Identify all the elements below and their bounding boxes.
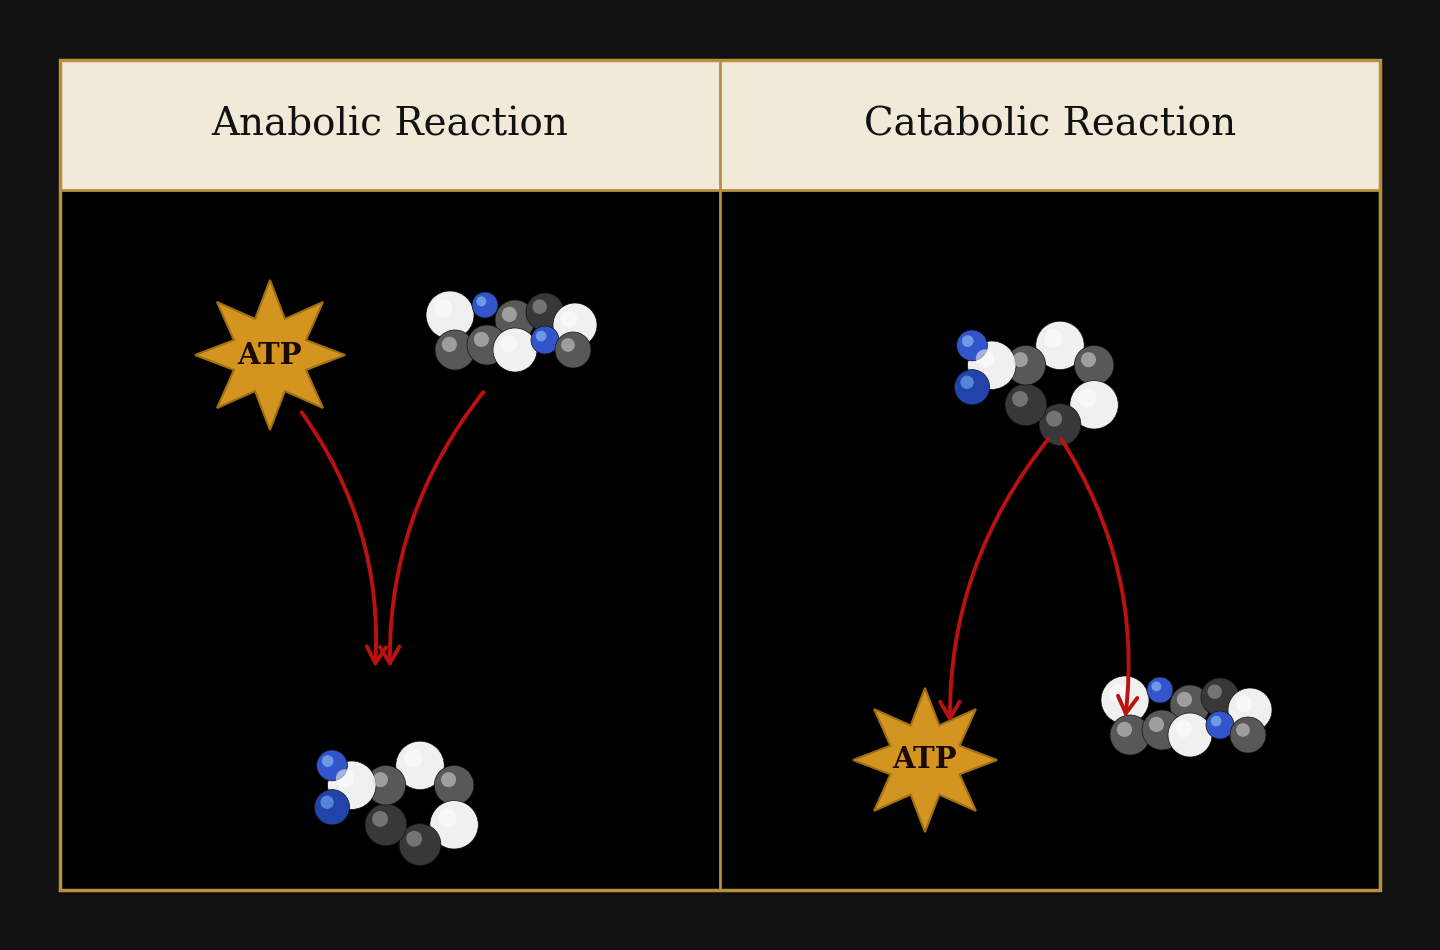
Circle shape bbox=[373, 772, 387, 788]
Bar bbox=[720, 190, 1380, 890]
Circle shape bbox=[536, 331, 546, 341]
Circle shape bbox=[1207, 711, 1234, 739]
FancyArrowPatch shape bbox=[940, 439, 1048, 718]
Circle shape bbox=[1079, 389, 1096, 408]
Circle shape bbox=[1035, 321, 1084, 370]
Polygon shape bbox=[852, 688, 996, 832]
Circle shape bbox=[467, 325, 507, 365]
Circle shape bbox=[956, 330, 988, 361]
Bar bbox=[720, 60, 1380, 190]
Circle shape bbox=[1208, 684, 1223, 699]
Circle shape bbox=[1152, 681, 1161, 692]
Circle shape bbox=[1070, 381, 1119, 429]
Circle shape bbox=[501, 307, 517, 322]
Polygon shape bbox=[194, 280, 346, 430]
Circle shape bbox=[1148, 677, 1174, 703]
Circle shape bbox=[336, 770, 354, 788]
Circle shape bbox=[976, 350, 994, 368]
Circle shape bbox=[1044, 330, 1063, 348]
Circle shape bbox=[1012, 391, 1028, 407]
Circle shape bbox=[1074, 346, 1115, 385]
Circle shape bbox=[372, 811, 387, 826]
Circle shape bbox=[405, 750, 422, 768]
Circle shape bbox=[562, 338, 575, 352]
Circle shape bbox=[960, 375, 973, 389]
Circle shape bbox=[1109, 684, 1128, 702]
Circle shape bbox=[560, 311, 577, 327]
Circle shape bbox=[1211, 715, 1221, 727]
Circle shape bbox=[1169, 685, 1210, 725]
Circle shape bbox=[955, 370, 989, 405]
Circle shape bbox=[1012, 352, 1028, 368]
FancyArrowPatch shape bbox=[1061, 439, 1138, 713]
Text: ATP: ATP bbox=[893, 746, 958, 774]
Circle shape bbox=[553, 303, 598, 347]
Circle shape bbox=[962, 335, 973, 347]
Circle shape bbox=[1040, 404, 1081, 446]
Circle shape bbox=[431, 801, 478, 849]
Circle shape bbox=[495, 300, 536, 340]
Circle shape bbox=[321, 755, 334, 767]
Circle shape bbox=[1201, 678, 1238, 716]
Circle shape bbox=[406, 831, 422, 846]
Circle shape bbox=[526, 293, 564, 331]
Circle shape bbox=[531, 326, 559, 354]
Circle shape bbox=[1047, 410, 1063, 427]
Circle shape bbox=[396, 741, 444, 789]
Circle shape bbox=[968, 341, 1017, 390]
Circle shape bbox=[1175, 720, 1192, 737]
Circle shape bbox=[492, 328, 537, 372]
Circle shape bbox=[328, 761, 376, 809]
Circle shape bbox=[501, 335, 517, 352]
Circle shape bbox=[554, 332, 590, 368]
Bar bbox=[60, 60, 1380, 890]
Circle shape bbox=[477, 296, 487, 306]
Circle shape bbox=[364, 804, 406, 846]
Circle shape bbox=[426, 291, 474, 339]
Circle shape bbox=[1102, 676, 1149, 724]
Circle shape bbox=[435, 330, 475, 370]
Circle shape bbox=[1005, 384, 1047, 426]
Circle shape bbox=[441, 772, 456, 788]
Bar bbox=[60, 60, 720, 190]
Circle shape bbox=[320, 795, 334, 809]
Circle shape bbox=[472, 292, 498, 318]
Circle shape bbox=[1117, 722, 1132, 737]
Circle shape bbox=[317, 750, 347, 781]
Circle shape bbox=[1176, 692, 1192, 707]
Circle shape bbox=[1142, 710, 1182, 750]
Bar bbox=[60, 190, 720, 890]
Circle shape bbox=[435, 766, 474, 805]
FancyArrowPatch shape bbox=[380, 392, 484, 663]
Circle shape bbox=[474, 332, 490, 347]
Circle shape bbox=[366, 766, 406, 805]
Circle shape bbox=[533, 299, 547, 314]
Circle shape bbox=[1228, 688, 1272, 732]
Circle shape bbox=[442, 337, 456, 352]
Circle shape bbox=[438, 808, 456, 827]
Text: Anabolic Reaction: Anabolic Reaction bbox=[212, 106, 569, 143]
Text: ATP: ATP bbox=[238, 340, 302, 370]
Circle shape bbox=[1230, 717, 1266, 753]
Circle shape bbox=[1236, 723, 1250, 737]
Text: Catabolic Reaction: Catabolic Reaction bbox=[864, 106, 1236, 143]
Circle shape bbox=[399, 824, 441, 865]
FancyArrowPatch shape bbox=[301, 412, 386, 663]
Circle shape bbox=[1007, 346, 1045, 385]
Circle shape bbox=[1168, 713, 1212, 757]
Circle shape bbox=[1110, 715, 1151, 755]
Circle shape bbox=[1236, 695, 1253, 712]
Circle shape bbox=[433, 299, 452, 317]
Circle shape bbox=[314, 789, 350, 825]
Circle shape bbox=[1149, 717, 1164, 732]
Circle shape bbox=[1081, 352, 1096, 368]
